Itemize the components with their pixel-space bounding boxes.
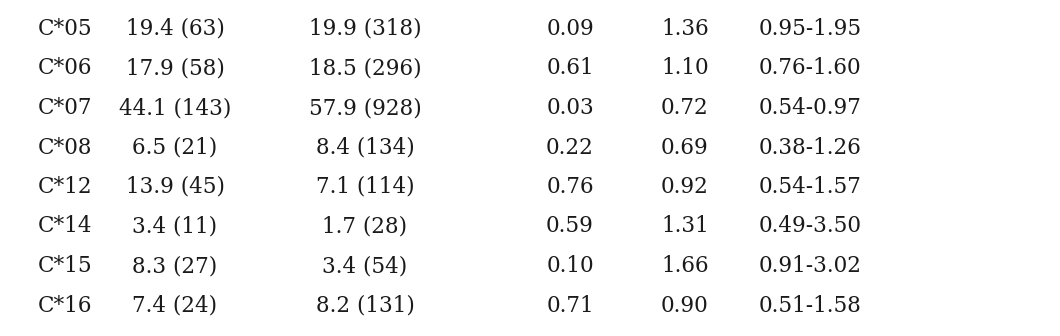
Text: 0.95-1.95: 0.95-1.95 — [759, 18, 862, 40]
Text: 6.5 (21): 6.5 (21) — [132, 136, 217, 159]
Text: C*16: C*16 — [38, 294, 92, 317]
Text: 0.54-0.97: 0.54-0.97 — [759, 97, 862, 119]
Text: 7.4 (24): 7.4 (24) — [132, 294, 217, 317]
Text: 1.36: 1.36 — [661, 18, 709, 40]
Text: 19.4 (63): 19.4 (63) — [125, 18, 225, 40]
Text: 0.51-1.58: 0.51-1.58 — [759, 294, 862, 317]
Text: C*05: C*05 — [38, 18, 92, 40]
Text: 18.5 (296): 18.5 (296) — [308, 57, 421, 80]
Text: 0.71: 0.71 — [546, 294, 594, 317]
Text: 0.22: 0.22 — [546, 136, 594, 159]
Text: 13.9 (45): 13.9 (45) — [125, 176, 225, 198]
Text: 0.09: 0.09 — [546, 18, 594, 40]
Text: 1.31: 1.31 — [661, 215, 709, 238]
Text: 0.38-1.26: 0.38-1.26 — [759, 136, 862, 159]
Text: C*15: C*15 — [38, 255, 92, 277]
Text: 0.76: 0.76 — [546, 176, 594, 198]
Text: 19.9 (318): 19.9 (318) — [308, 18, 421, 40]
Text: 8.4 (134): 8.4 (134) — [316, 136, 414, 159]
Text: 0.49-3.50: 0.49-3.50 — [759, 215, 862, 238]
Text: 1.66: 1.66 — [661, 255, 709, 277]
Text: 0.59: 0.59 — [546, 215, 594, 238]
Text: 0.90: 0.90 — [661, 294, 709, 317]
Text: C*07: C*07 — [38, 97, 92, 119]
Text: 0.91-3.02: 0.91-3.02 — [759, 255, 862, 277]
Text: 0.72: 0.72 — [661, 97, 709, 119]
Text: 1.7 (28): 1.7 (28) — [322, 215, 407, 238]
Text: 0.76-1.60: 0.76-1.60 — [759, 57, 862, 80]
Text: 0.61: 0.61 — [546, 57, 594, 80]
Text: 44.1 (143): 44.1 (143) — [119, 97, 231, 119]
Text: 7.1 (114): 7.1 (114) — [316, 176, 414, 198]
Text: 57.9 (928): 57.9 (928) — [308, 97, 422, 119]
Text: 0.92: 0.92 — [661, 176, 709, 198]
Text: C*06: C*06 — [38, 57, 92, 80]
Text: 8.3 (27): 8.3 (27) — [132, 255, 217, 277]
Text: C*14: C*14 — [38, 215, 92, 238]
Text: 3.4 (11): 3.4 (11) — [132, 215, 217, 238]
Text: 1.10: 1.10 — [661, 57, 709, 80]
Text: 0.69: 0.69 — [661, 136, 709, 159]
Text: 8.2 (131): 8.2 (131) — [316, 294, 414, 317]
Text: C*08: C*08 — [38, 136, 92, 159]
Text: 0.03: 0.03 — [546, 97, 594, 119]
Text: 17.9 (58): 17.9 (58) — [125, 57, 225, 80]
Text: 0.10: 0.10 — [546, 255, 594, 277]
Text: 0.54-1.57: 0.54-1.57 — [759, 176, 862, 198]
Text: C*12: C*12 — [38, 176, 92, 198]
Text: 3.4 (54): 3.4 (54) — [322, 255, 408, 277]
